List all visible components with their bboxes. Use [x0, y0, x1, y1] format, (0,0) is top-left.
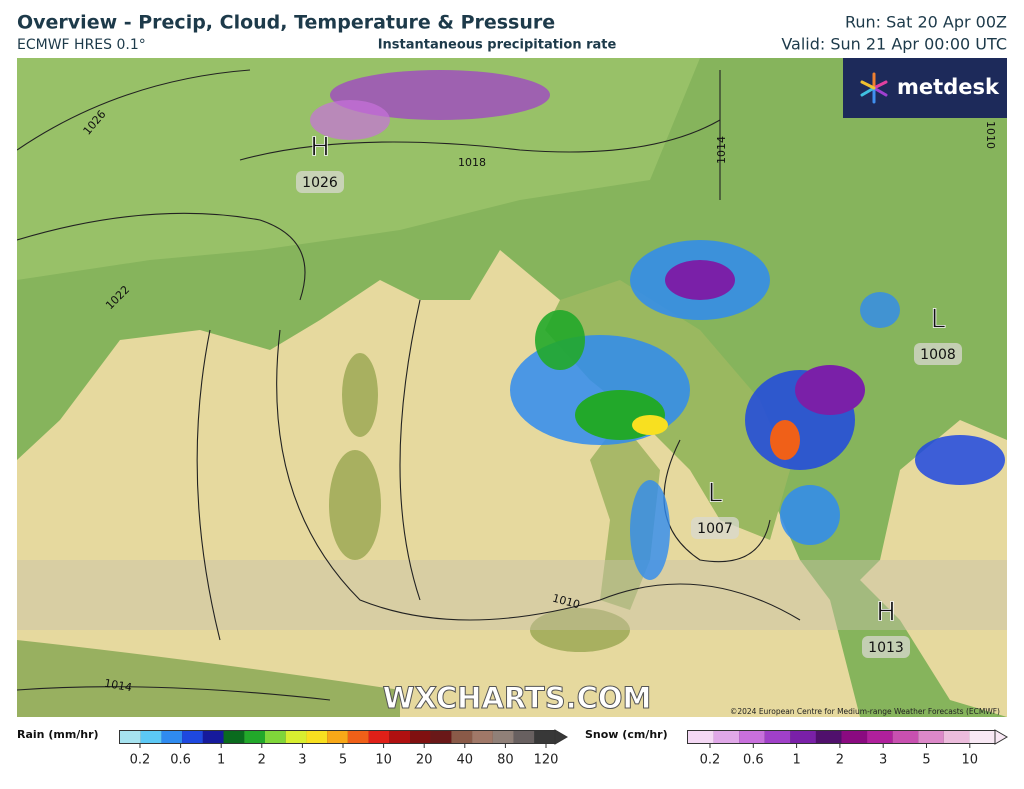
isobar-label: 1014 [103, 677, 133, 695]
snow-legend-title: Snow (cm/hr) [585, 728, 668, 741]
rain-colorbar: 0.2 0.6 1 2 3 5 10 20 40 80 120 [119, 729, 568, 768]
colorbar-label: 3 [879, 753, 887, 768]
colorbar-swatch [161, 731, 183, 743]
colorbar-label: 5 [922, 753, 930, 768]
colorbar-swatch [918, 731, 944, 743]
copyright: ©2024 European Centre for Medium-range W… [730, 707, 1000, 716]
colorbar-swatch [451, 731, 473, 743]
isobar-label: 1018 [458, 156, 486, 169]
colorbar-swatch [892, 731, 919, 743]
colorbar-swatch [492, 731, 514, 743]
sicily [530, 608, 630, 652]
colorbar-swatch [841, 731, 868, 743]
colorbar-label: 20 [416, 753, 433, 768]
cloud-band [17, 560, 1007, 630]
colorbar-arrow [554, 729, 568, 745]
pressure-value-box [296, 171, 344, 193]
pressure-value: 1008 [920, 347, 956, 363]
colorbar-swatch [739, 731, 765, 743]
valid: Valid: Sun 21 Apr 00:00 UTC [781, 35, 1007, 54]
pressure-symbol: H [876, 598, 896, 628]
colorbar-swatch [815, 731, 842, 743]
isobar-label: 1014 [715, 136, 728, 164]
colorbar-label: 1 [792, 753, 800, 768]
colorbar-swatch [943, 731, 970, 743]
colorbar-label: 0.2 [700, 753, 721, 768]
colorbar-swatch [140, 731, 162, 743]
colorbar-label: 2 [258, 753, 266, 768]
pressure-value-box [691, 517, 739, 539]
logo-icon [860, 72, 888, 104]
watermark: WXCHARTS.COM [383, 681, 652, 715]
rain-legend-title: Rain (mm/hr) [17, 728, 99, 741]
colorbar-label: 80 [497, 753, 514, 768]
colorbar-arrow [994, 729, 1008, 745]
colorbar-swatch [285, 731, 307, 743]
colorbar-label: 10 [962, 753, 979, 768]
sardinia [329, 450, 381, 560]
pressure-value: 1007 [697, 521, 733, 537]
pressure-value: 1026 [302, 175, 338, 191]
pressure-value-box [862, 636, 910, 658]
colorbar-swatch [410, 731, 431, 743]
colorbar-label: 0.6 [170, 753, 191, 768]
run: Run: Sat 20 Apr 00Z [845, 13, 1007, 32]
colorbar-label: 40 [457, 753, 474, 768]
isobar-label: 1010 [984, 121, 997, 149]
colorbar-swatch [182, 731, 203, 743]
pressure-value: 1013 [868, 640, 904, 656]
land [17, 58, 700, 280]
colorbar-swatch [223, 731, 245, 743]
colorbar-swatch [244, 731, 265, 743]
colorbar-swatch [713, 731, 740, 743]
colorbar-swatch [688, 731, 714, 743]
colorbar-label: 10 [375, 753, 392, 768]
colorbar-swatch [969, 731, 995, 743]
subtitle: Instantaneous precipitation rate [378, 38, 617, 53]
snow-colorbar: 0.2 0.6 1 2 3 5 10 [687, 729, 1008, 768]
colorbar-swatch [327, 731, 348, 743]
isobars [17, 69, 801, 701]
pressure-symbol: H [310, 133, 330, 163]
colorbar-swatch [368, 731, 390, 743]
title: Overview - Precip, Cloud, Temperature & … [17, 12, 555, 34]
colorbar-swatch [306, 731, 328, 743]
model: ECMWF HRES 0.1° [17, 37, 146, 53]
logo: metdesk [897, 75, 1000, 99]
pressure-symbol: L [708, 479, 723, 509]
colorbar-swatch [472, 731, 493, 743]
colorbar-swatch [790, 731, 816, 743]
colorbar-swatch [120, 731, 141, 743]
colorbar-swatch [430, 731, 452, 743]
colorbar-swatch [513, 731, 535, 743]
colorbar-label: 3 [298, 753, 306, 768]
colorbar-label: 1 [217, 753, 225, 768]
colorbar-swatch [764, 731, 791, 743]
pressure-centers: H 1026 L 1008 L 1007 H 1013 [296, 132, 962, 658]
colorbar-swatch [534, 731, 555, 743]
colorbar-label: 2 [836, 753, 844, 768]
colorbar-label: 5 [339, 753, 347, 768]
colorbar-swatch [202, 731, 224, 743]
precipitation [310, 70, 1005, 580]
colorbar-swatch [265, 731, 286, 743]
corsica [342, 353, 378, 437]
colorbar-swatch [867, 731, 893, 743]
colorbar-swatch [347, 731, 369, 743]
pressure-symbol: L [931, 305, 946, 335]
colorbar-swatch [389, 731, 410, 743]
pressure-value-box [914, 343, 962, 365]
colorbar-label: 120 [534, 753, 559, 768]
logo-box [843, 58, 1007, 118]
colorbar-label: 0.2 [130, 753, 151, 768]
colorbar-label: 0.6 [743, 753, 764, 768]
